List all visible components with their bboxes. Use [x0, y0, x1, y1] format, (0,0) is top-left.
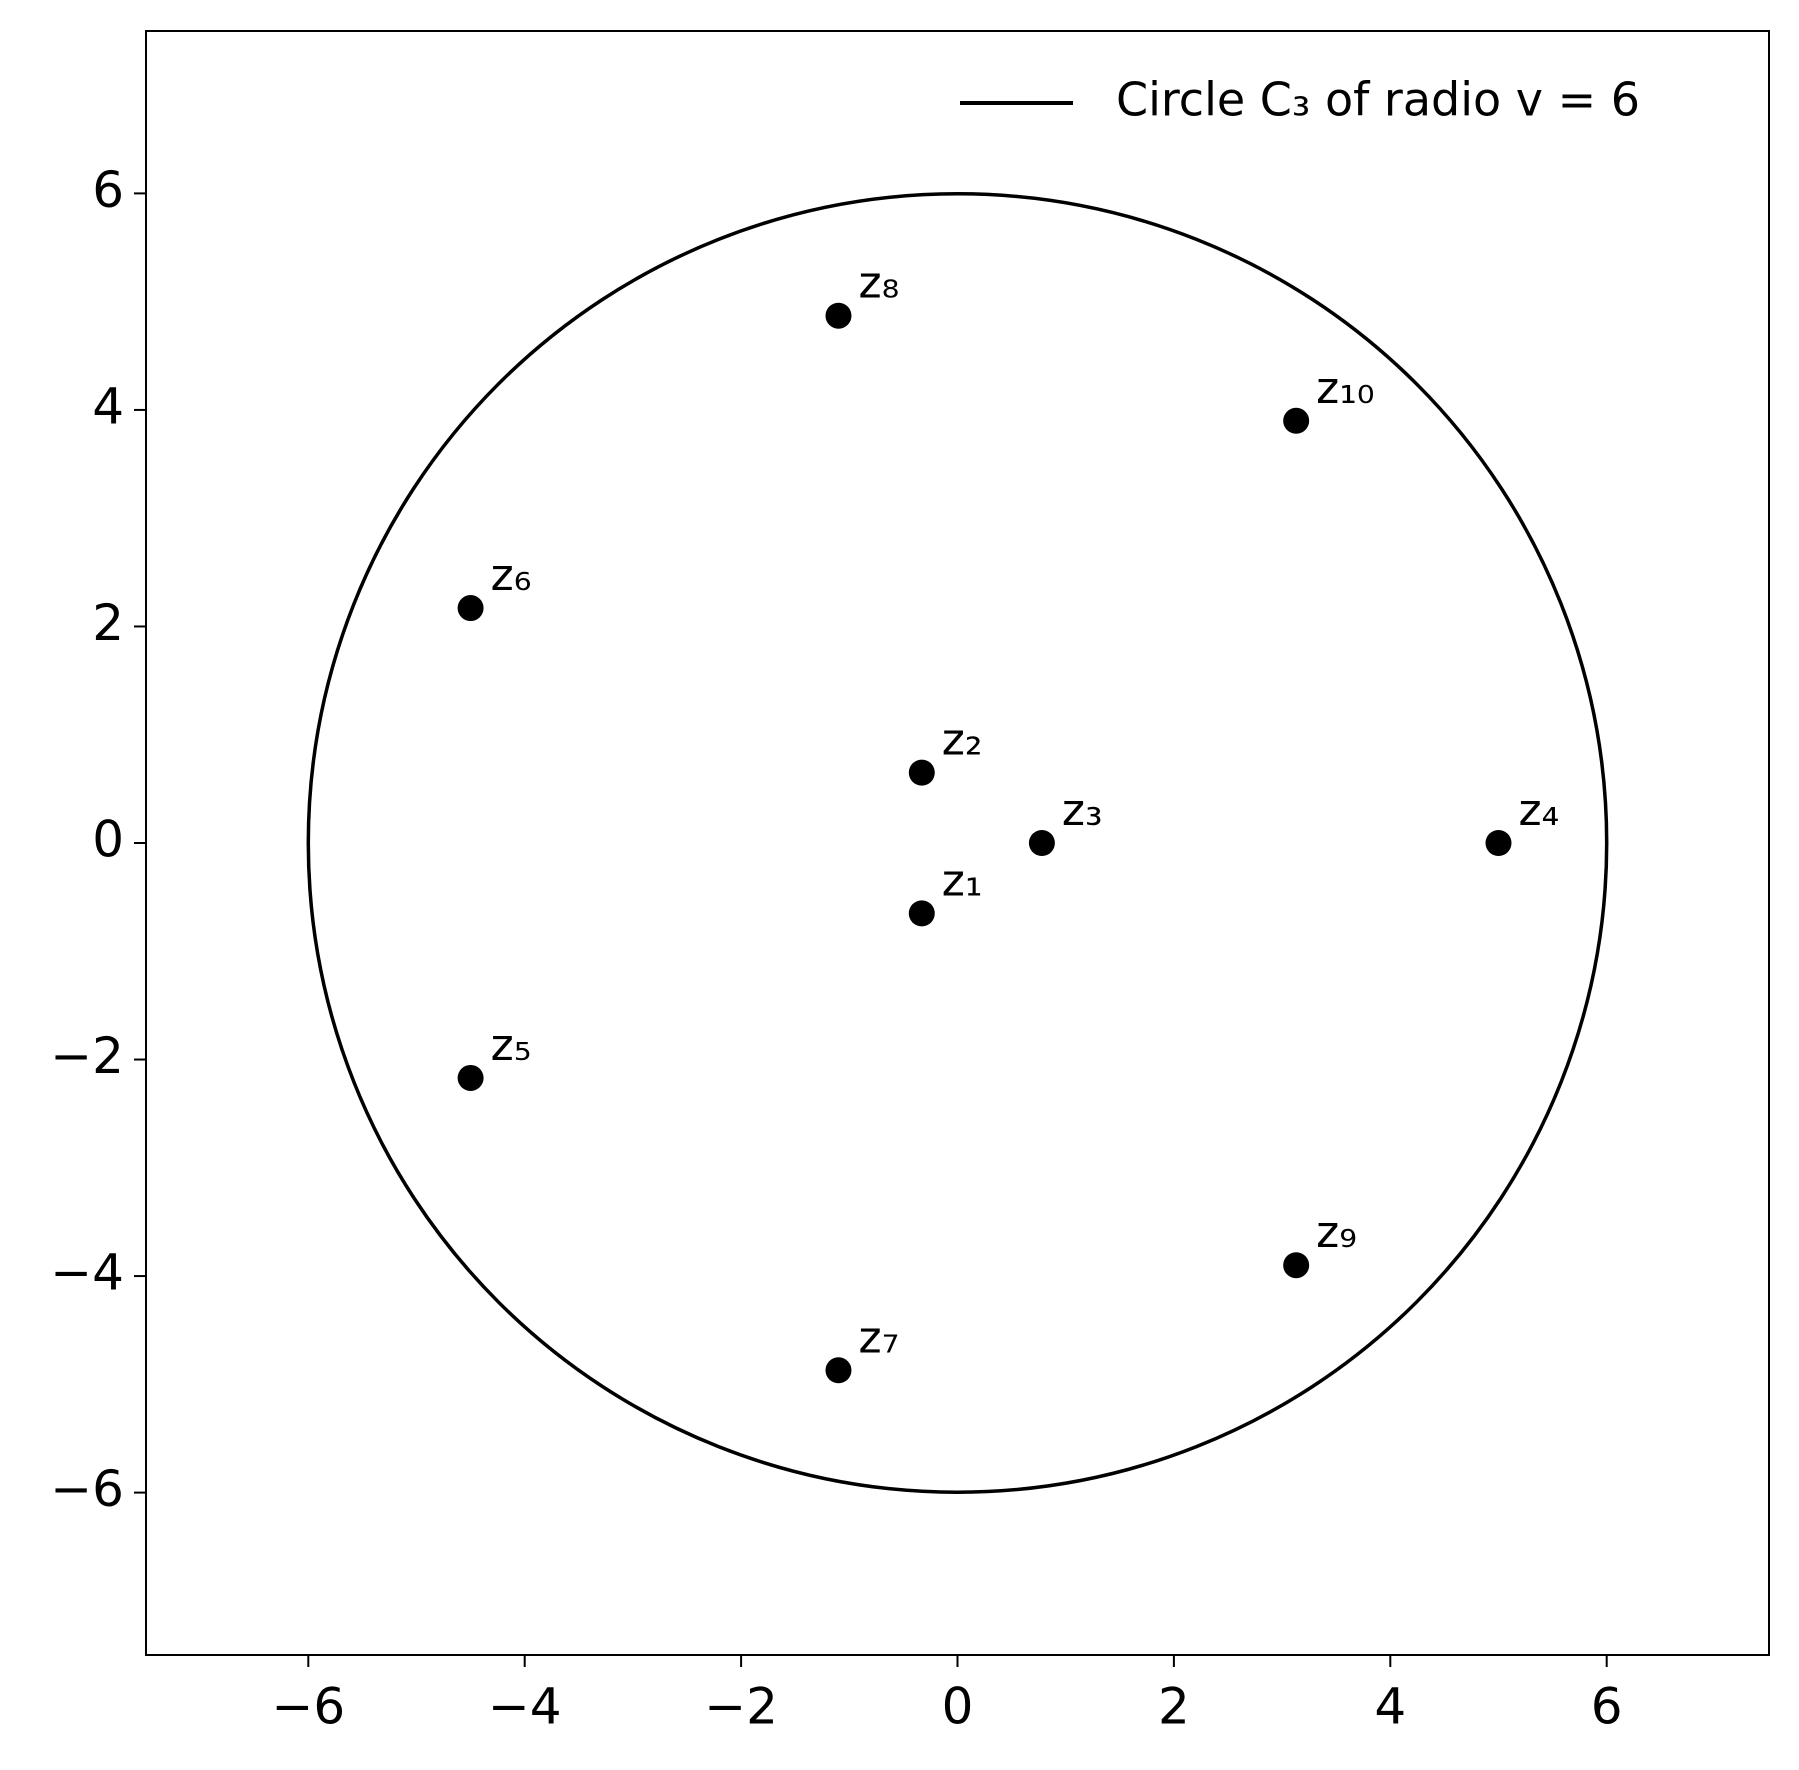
- y-tick-label: 6: [92, 161, 124, 219]
- point: [825, 302, 852, 329]
- point: [908, 759, 935, 786]
- y-tick-label: 4: [92, 377, 124, 435]
- point-label: z₄: [1519, 785, 1560, 836]
- x-tick-label: −6: [271, 1678, 345, 1736]
- y-tick-label: −6: [50, 1460, 124, 1518]
- point-label: z₆: [491, 550, 532, 601]
- point: [1283, 407, 1310, 434]
- x-tick-label: 2: [1158, 1678, 1190, 1736]
- circle-curve: [306, 192, 1609, 1494]
- x-tick-label: −2: [704, 1678, 778, 1736]
- point: [457, 1064, 484, 1091]
- point: [457, 595, 484, 622]
- point-label: z₉: [1316, 1207, 1357, 1258]
- point: [825, 1357, 852, 1384]
- point: [1283, 1252, 1310, 1279]
- legend-label: Circle C₃ of radio v = 6: [1116, 73, 1640, 127]
- point-label: z₇: [858, 1312, 899, 1363]
- point: [1028, 830, 1055, 856]
- y-tick-label: 2: [92, 594, 124, 652]
- point-label: z₁₀: [1316, 363, 1374, 414]
- point-label: z₅: [491, 1020, 532, 1071]
- y-tick-label: 0: [92, 811, 124, 869]
- point-label: z₃: [1062, 785, 1103, 836]
- point-label: z₈: [858, 258, 899, 309]
- plot-frame: [145, 30, 1770, 1656]
- y-tick-label: −4: [50, 1244, 124, 1302]
- x-tick-label: −4: [488, 1678, 562, 1736]
- x-tick-label: 0: [942, 1678, 974, 1736]
- point: [908, 900, 935, 927]
- point: [1485, 830, 1512, 856]
- point-label: z₂: [942, 715, 983, 766]
- x-tick-label: 4: [1374, 1678, 1406, 1736]
- y-tick-label: −2: [50, 1027, 124, 1085]
- point-label: z₁: [942, 855, 983, 906]
- x-tick-label: 6: [1591, 1678, 1623, 1736]
